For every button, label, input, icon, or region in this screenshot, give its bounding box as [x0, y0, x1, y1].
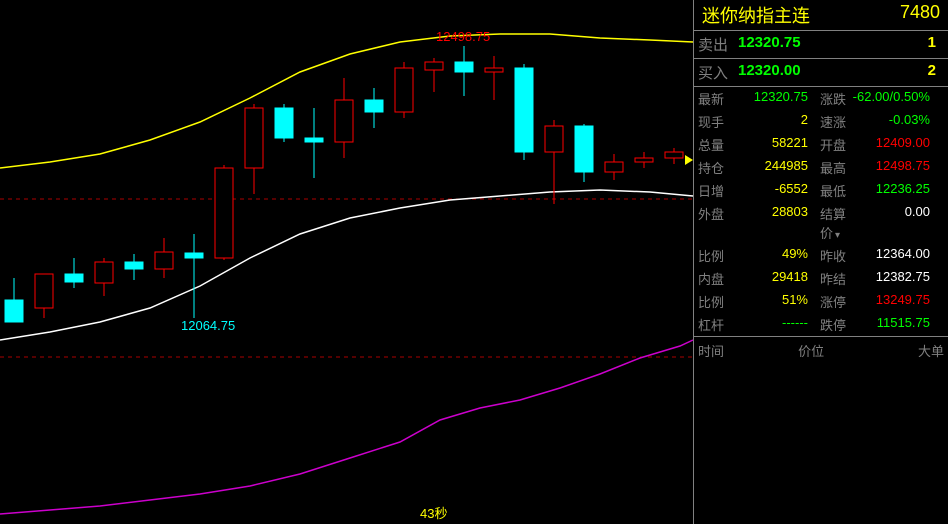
tick-list-header: 时间 价位 大单 — [694, 336, 948, 364]
tick-header-time: 时间 — [698, 341, 767, 360]
speed-label: 速涨 — [816, 112, 852, 131]
position-label: 持仓 — [694, 158, 730, 177]
buy-price: 12320.00 — [734, 59, 854, 86]
tick-header-lot: 大单 — [855, 341, 944, 360]
position-value: 244985 — [730, 158, 816, 177]
ratio1-label: 比例 — [694, 246, 730, 265]
settle-label[interactable]: 结算价 — [816, 204, 852, 242]
high-label: 最高 — [816, 158, 852, 177]
instrument-title-row[interactable]: 迷你纳指主连 7480 — [694, 0, 948, 31]
candlestick-chart — [0, 0, 694, 524]
settle-value: 0.00 — [852, 204, 938, 242]
current-label: 现手 — [694, 112, 730, 131]
high-value: 12498.75 — [852, 158, 938, 177]
tick-header-price: 价位 — [767, 341, 856, 360]
prevsettle-value: 12382.75 — [852, 269, 938, 288]
speed-value: -0.03% — [852, 112, 938, 131]
change-label: 涨跌 — [816, 89, 852, 108]
outer-value: 28803 — [730, 204, 816, 242]
low-value: 12236.25 — [852, 181, 938, 200]
dayinc-label: 日增 — [694, 181, 730, 200]
low-label: 最低 — [816, 181, 852, 200]
outer-label: 外盘 — [694, 204, 730, 242]
instrument-name: 迷你纳指主连 — [702, 2, 810, 28]
volume-value: 58221 — [730, 135, 816, 154]
chart-timer-label: 43秒 — [420, 503, 447, 522]
downlimit-label: 跌停 — [816, 315, 852, 334]
buy-qty: 2 — [854, 59, 944, 86]
side-panel: 迷你纳指主连 7480 卖出 12320.75 1 买入 12320.00 2 … — [694, 0, 948, 524]
sell-label: 卖出 — [694, 31, 734, 58]
change-value: -62.00/0.50% — [852, 89, 938, 108]
sell-price: 12320.75 — [734, 31, 854, 58]
open-label: 开盘 — [816, 135, 852, 154]
lever-label: 杠杆 — [694, 315, 730, 334]
instrument-code: 7480 — [900, 2, 940, 28]
dayinc-value: -6552 — [730, 181, 816, 200]
buy-quote-row[interactable]: 买入 12320.00 2 — [694, 59, 948, 87]
chart-low-label: 12064.75 — [181, 318, 235, 333]
latest-label: 最新 — [694, 89, 730, 108]
latest-value: 12320.75 — [730, 89, 816, 108]
inner-label: 内盘 — [694, 269, 730, 288]
data-grid: 最新 12320.75 涨跌 -62.00/0.50% 现手 2 速涨 -0.0… — [694, 87, 948, 336]
sell-qty: 1 — [854, 31, 944, 58]
inner-value: 29418 — [730, 269, 816, 288]
buy-label: 买入 — [694, 59, 734, 86]
lever-value: ------ — [730, 315, 816, 334]
downlimit-value: 11515.75 — [852, 315, 938, 334]
main-container: 12498.75 12064.75 43秒 迷你纳指主连 7480 卖出 123… — [0, 0, 948, 524]
ratio2-label: 比例 — [694, 292, 730, 311]
volume-label: 总量 — [694, 135, 730, 154]
chart-area[interactable]: 12498.75 12064.75 43秒 — [0, 0, 694, 524]
current-value: 2 — [730, 112, 816, 131]
prevclose-label: 昨收 — [816, 246, 852, 265]
uplimit-value: 13249.75 — [852, 292, 938, 311]
open-value: 12409.00 — [852, 135, 938, 154]
uplimit-label: 涨停 — [816, 292, 852, 311]
ratio1-value: 49% — [730, 246, 816, 265]
ratio2-value: 51% — [730, 292, 816, 311]
sell-quote-row[interactable]: 卖出 12320.75 1 — [694, 31, 948, 59]
chart-high-label: 12498.75 — [436, 29, 490, 44]
prevsettle-label: 昨结 — [816, 269, 852, 288]
prevclose-value: 12364.00 — [852, 246, 938, 265]
